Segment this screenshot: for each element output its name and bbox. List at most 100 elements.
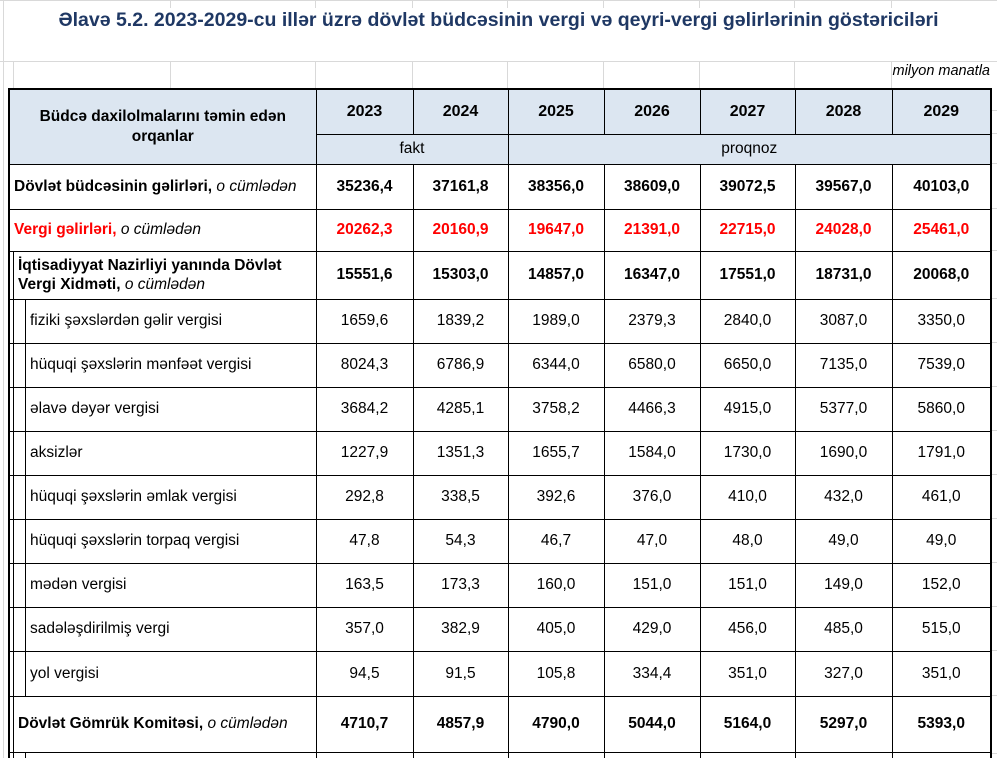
value-cell: 5164,0: [699, 695, 796, 753]
row-label: [8, 751, 317, 758]
indent-guide: [13, 520, 14, 562]
value-cell: 429,0: [603, 606, 701, 652]
gridline: [990, 110, 997, 111]
indent-guide: [13, 252, 14, 298]
value-cell: 1730,0: [699, 430, 796, 476]
value-cell: 4466,3: [603, 386, 701, 432]
value-cell: 1989,0: [507, 298, 605, 344]
value-cell: [699, 751, 796, 758]
gridline: [990, 695, 997, 696]
forecast-header: proqnoz: [507, 133, 992, 165]
value-cell: 456,0: [699, 606, 796, 652]
table-row: sadələşdirilmiş vergi 357,0 382,9 405,0 429,…: [8, 606, 992, 652]
value-cell: 4857,9: [412, 695, 509, 753]
value-cell: 4915,0: [699, 386, 796, 432]
value-cell: 485,0: [794, 606, 893, 652]
value-cell: 16347,0: [603, 250, 701, 300]
indent-guide: [25, 520, 26, 562]
value-cell: 25461,0: [891, 208, 992, 252]
value-cell: 48,0: [699, 518, 796, 564]
value-cell: 3684,2: [315, 386, 414, 432]
row-label-text: hüquqi şəxslərin torpaq vergisi: [30, 532, 240, 550]
value-cell: 292,8: [315, 474, 414, 520]
table-row: fiziki şəxslərdən gəlir vergisi 1659,6 183…: [8, 298, 992, 344]
row-label: Vergi gəlirləri, o cümlədən: [8, 208, 317, 252]
gridline: [990, 342, 997, 343]
header-row-years: Büdcə daxilolmalarını təmin edən orqanla…: [8, 88, 992, 165]
unit-note: milyon manatla: [892, 63, 990, 79]
gridline: [170, 0, 171, 8]
indent-guide: [25, 476, 26, 518]
row-label: sadələşdirilmiş vergi: [8, 606, 317, 652]
table-row: hüquqi şəxslərin torpaq vergisi 47,8 54,3 4…: [8, 518, 992, 564]
value-cell: 151,0: [603, 562, 701, 608]
value-cell: 5393,0: [891, 695, 992, 753]
row-label-text: hüquqi şəxslərin mənfəət vergisi: [30, 356, 252, 374]
budget-table: Büdcə daxilolmalarını təmin edən orqanla…: [8, 88, 992, 758]
gridline: [990, 606, 997, 607]
value-cell: 49,0: [891, 518, 992, 564]
row-label-text: İqtisadiyyat Nazirliyi yanında Dövlət Ve…: [18, 256, 282, 293]
value-cell: 152,0: [891, 562, 992, 608]
value-cell: 334,4: [603, 650, 701, 697]
indent-guide: [13, 697, 14, 751]
page-title: Əlavə 5.2. 2023-2029-cu illər üzrə dövlə…: [58, 9, 939, 31]
value-cell: 6344,0: [507, 342, 605, 388]
table-row: aksizlər 1227,9 1351,3 1655,7 1584,0 1730,0 16…: [8, 430, 992, 476]
year-header: 2026: [603, 88, 701, 135]
value-cell: 163,5: [315, 562, 414, 608]
gridline: [412, 0, 413, 8]
indent-guide: [13, 476, 14, 518]
indent-guide: [13, 753, 14, 758]
table-body: Dövlət büdcəsinin gəlirləri, o cümlədən 3…: [8, 163, 992, 758]
value-cell: [507, 751, 605, 758]
gridline: [603, 0, 604, 8]
value-cell: 3350,0: [891, 298, 992, 344]
year-header: 2024: [412, 88, 509, 135]
value-cell: 6650,0: [699, 342, 796, 388]
value-cell: 338,5: [412, 474, 509, 520]
value-cell: 3087,0: [794, 298, 893, 344]
indent-guide: [13, 300, 14, 342]
gridline: [315, 0, 316, 8]
row-label-header: Büdcə daxilolmalarını təmin edən orqanla…: [8, 88, 317, 165]
value-cell: 49,0: [794, 518, 893, 564]
indent-guide: [25, 388, 26, 430]
value-cell: 5860,0: [891, 386, 992, 432]
table-row: Dövlət büdcəsinin gəlirləri, o cümlədən 3…: [8, 163, 992, 210]
gridline: [0, 61, 997, 62]
value-cell: 39567,0: [794, 163, 893, 210]
value-cell: 8024,3: [315, 342, 414, 388]
value-cell: 1791,0: [891, 430, 992, 476]
gridline: [794, 62, 795, 88]
table-row: əlavə dəyər vergisi 3684,2 4285,1 3758,2 446…: [8, 386, 992, 432]
value-cell: 4285,1: [412, 386, 509, 432]
gridline: [990, 250, 997, 251]
value-cell: 17551,0: [699, 250, 796, 300]
value-cell: 37161,8: [412, 163, 509, 210]
gridline: [315, 62, 316, 88]
indent-guide: [25, 608, 26, 650]
value-cell: [891, 751, 992, 758]
value-cell: 54,3: [412, 518, 509, 564]
clipped-row: [8, 751, 992, 758]
row-label-suffix: o cümlədən: [120, 276, 205, 293]
value-cell: 351,0: [891, 650, 992, 697]
value-cell: 15303,0: [412, 250, 509, 300]
row-label-text: fiziki şəxslərdən gəlir vergisi: [30, 312, 223, 330]
value-cell: 1227,9: [315, 430, 414, 476]
year-header: 2027: [699, 88, 796, 135]
row-label: Dövlət Gömrük Komitəsi, o cümlədən: [8, 695, 317, 753]
gridline: [412, 62, 413, 88]
table-row: yol vergisi 94,5 91,5 105,8 334,4 351,0 327,0 3…: [8, 650, 992, 697]
value-cell: 20068,0: [891, 250, 992, 300]
fact-header: fakt: [315, 133, 509, 165]
table-header: Büdcə daxilolmalarını təmin edən orqanla…: [8, 88, 992, 165]
value-cell: 15551,6: [315, 250, 414, 300]
row-label: İqtisadiyyat Nazirliyi yanında Dövlət Ve…: [8, 250, 317, 300]
year-header: 2028: [794, 88, 893, 135]
indent-guide: [13, 344, 14, 386]
value-cell: 1584,0: [603, 430, 701, 476]
year-header: 2023: [315, 88, 414, 135]
row-label: aksizlər: [8, 430, 317, 476]
